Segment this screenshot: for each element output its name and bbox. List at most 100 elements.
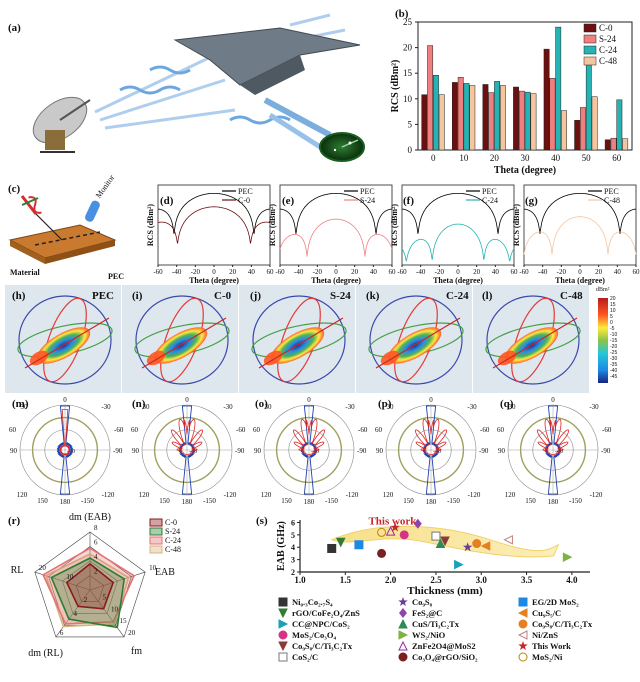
polar-tick-label: -60: [114, 426, 124, 434]
radiation-spot: [497, 350, 517, 366]
colorbar-tick-label: -20: [610, 344, 618, 350]
polar-tick-label: 90: [376, 447, 384, 455]
legend-label: This Work: [532, 641, 571, 651]
legend-label: MoS₂/Co₃O₄: [292, 630, 336, 640]
legend-marker: [278, 597, 288, 607]
panel-label-a: (a): [8, 22, 21, 34]
legend-label: CuS/Ti₃C₂Tx: [412, 619, 460, 629]
panel-label-q: (q): [500, 398, 514, 410]
legend-label: CC@NPC/CoS₂: [292, 619, 350, 629]
radar-tick-label: 8: [94, 524, 98, 532]
x-tick-label: 3.5: [521, 575, 533, 585]
polar-tick-label: 150: [525, 497, 536, 505]
colorbar-tick-label: 0: [610, 320, 613, 326]
bar-C-24-20: [494, 81, 500, 151]
polar-tick-label: 90: [254, 447, 262, 455]
radar-tick-label: 4: [74, 610, 78, 618]
x-tick-label: 4.0: [566, 575, 578, 585]
x-tick-label: -60: [519, 268, 529, 276]
x-tick-label: -40: [416, 268, 426, 276]
axis-line: [258, 317, 344, 369]
polar-tick-label: -150: [447, 497, 460, 505]
bar-C-0-20: [482, 84, 489, 151]
bar-S-24-60: [610, 137, 617, 151]
series-line-C-24: [401, 223, 515, 262]
y-tick-label: 10: [403, 94, 413, 104]
legend-marker: [398, 640, 408, 651]
series-line-C-48: [523, 216, 637, 255]
x-tick-label: -20: [191, 268, 201, 276]
axis-line: [141, 317, 227, 369]
polar-tick-label: 30: [143, 403, 151, 411]
legend-marker: [278, 630, 288, 640]
legend-label-S-24: S-24: [165, 527, 180, 536]
satellite-dish-icon: [32, 96, 91, 153]
sim-title-s24: S-24: [330, 290, 351, 302]
point-Cu9S5/C: [480, 541, 491, 551]
polar-tick-label: 30: [387, 403, 395, 411]
y-tick-label: 20: [403, 43, 413, 53]
polar-tick-label: 180: [60, 498, 71, 506]
radar-axis-label: EAB: [155, 567, 175, 578]
legend-marker: [398, 652, 408, 662]
radiation-spot: [380, 350, 400, 366]
panel-label-c: (c): [8, 183, 21, 195]
polar-series-C-0: [170, 418, 204, 455]
bar-C-24-60: [616, 99, 623, 151]
polar-tick-label: 0: [63, 396, 67, 404]
polar-tick-label: -120: [590, 491, 603, 499]
bar-C-0-60: [604, 139, 611, 151]
colorbar-tick-label: -25: [610, 350, 618, 356]
polar-tick-label: -90: [479, 447, 489, 455]
legend-label-PEC: PEC: [482, 187, 497, 196]
sim-title-c24: C-24: [446, 290, 469, 302]
series-line-S-24: [279, 218, 393, 257]
plot-frame: [279, 184, 393, 266]
radiation-spot: [146, 350, 166, 366]
polar-tick-label: -30: [223, 403, 233, 411]
legend-swatch-S-24: [149, 527, 163, 536]
polar-tick-label: -90: [601, 447, 611, 455]
sim-3d-4: [473, 285, 589, 393]
x-tick-label: -20: [313, 268, 323, 276]
x-tick-label: 0: [212, 268, 216, 276]
point-Ni/ZnS: [503, 535, 513, 545]
x-axis-label: Theta (degree): [433, 276, 483, 285]
radar-tick-label: 5: [103, 594, 107, 602]
colorbar-tick-label: -40: [610, 368, 618, 374]
sphere-ring-blue: [135, 295, 229, 385]
bar-C-0-30: [513, 86, 519, 151]
radar-grid: [75, 575, 105, 603]
polar-tick-label: 120: [139, 491, 150, 499]
legend-label: WS₂/NiO: [412, 630, 446, 640]
x-tick-label: 1.0: [294, 575, 306, 585]
radar-tick-label: 2: [94, 568, 98, 576]
polar-tick-label: 120: [261, 491, 272, 499]
axis-line: [375, 317, 461, 369]
bar-C-24-30: [524, 91, 531, 151]
x-tick-label: 60: [267, 268, 275, 276]
x-tick-label: 20: [229, 268, 237, 276]
panel-label-n: (n): [132, 398, 146, 410]
x-tick-label: 20: [351, 268, 359, 276]
y-tick-label: 4: [291, 543, 295, 552]
y-tick-label: 3: [291, 556, 295, 565]
panel-label-b: (b): [395, 8, 409, 20]
polar-tick-label: -30: [345, 403, 355, 411]
y-tick-label: 5: [291, 531, 295, 540]
legend-marker: [278, 641, 288, 652]
polar-series-PEC: [544, 405, 562, 495]
bar-C-48-60: [622, 138, 629, 151]
bar-C-0-10: [451, 82, 458, 151]
x-tick-label: -20: [435, 268, 445, 276]
colorbar-tick-label: 10: [610, 308, 616, 314]
polar-tick-label: -150: [81, 497, 94, 505]
colorbar-tick-label: -5: [610, 326, 615, 332]
x-tick-label: -60: [397, 268, 407, 276]
x-tick-label: 60: [389, 268, 397, 276]
point-FeS2@C: [413, 518, 422, 529]
panel-label-j: (j): [250, 290, 261, 302]
material-label: Material: [10, 268, 40, 277]
